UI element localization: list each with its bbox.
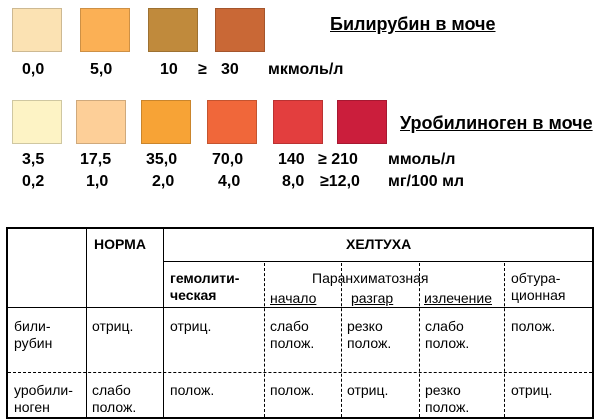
bilirubin-value-3: 30 [221, 61, 239, 78]
urobilinogen-swatch-5 [337, 100, 387, 144]
urobilinogen-title: Уробилиноген в моче [400, 113, 593, 133]
bilirubin-ge-sign: ≥ [198, 61, 207, 78]
urobilinogen-mg-5: ≥12,0 [320, 173, 360, 190]
row-urobilinogen-peak: отриц. [347, 382, 389, 398]
header-phase-recovery: излечение [424, 290, 492, 306]
urobilinogen-mmol-4: 140 [278, 151, 305, 168]
urobilinogen-swatch-1 [76, 100, 126, 144]
urobilinogen-mmol-unit: ммоль/л [388, 151, 456, 168]
bilirubin-value-0: 0,0 [22, 61, 45, 78]
header-hemolytic-2: ческая [170, 287, 217, 303]
row-bilirubin-name-1: били- [14, 318, 51, 334]
bilirubin-swatch-0 [12, 8, 62, 52]
header-phase-peak: разгар [351, 290, 394, 306]
urobilinogen-mmol-5: ≥ 210 [318, 151, 358, 168]
urobilinogen-mg-4: 8,0 [282, 173, 305, 190]
row-bilirubin-recovery-2: полож. [425, 335, 470, 351]
urobilinogen-mg-unit: мг/100 мл [388, 173, 465, 190]
bilirubin-swatch-3 [215, 8, 265, 52]
row-urobilinogen-name-1: уробили- [14, 382, 73, 398]
table-vline-5 [419, 263, 420, 417]
urobilinogen-swatch-4 [273, 100, 323, 144]
table-vline-1 [86, 229, 87, 417]
row-bilirubin-name-2: рубин [14, 335, 53, 351]
header-obstructive-1: обтура- [511, 270, 561, 286]
urobilinogen-mmol-2: 35,0 [146, 151, 178, 168]
row-bilirubin-start-2: полож. [270, 335, 315, 351]
row-urobilinogen-norm-2: полож. [92, 399, 137, 415]
row-urobilinogen-recovery-2: полож. [425, 399, 470, 415]
row-bilirubin-peak-2: полож. [347, 335, 392, 351]
bilirubin-unit: мкмоль/л [268, 61, 344, 78]
bilirubin-value-2: 10 [160, 61, 178, 78]
urobilinogen-mmol-3: 70,0 [212, 151, 244, 168]
header-obstructive-2: ционная [511, 287, 566, 303]
row-urobilinogen-hemolytic: полож. [170, 382, 215, 398]
table-vline-3 [264, 263, 265, 417]
urobilinogen-swatch-3 [207, 100, 257, 144]
bilirubin-value-1: 5,0 [90, 61, 113, 78]
row-bilirubin-recovery-1: слабо [425, 318, 464, 334]
table-vline-6 [504, 263, 505, 417]
table-vline-2 [163, 229, 164, 417]
row-bilirubin-hemolytic: отриц. [170, 318, 212, 334]
row-urobilinogen-start: полож. [270, 382, 315, 398]
row-urobilinogen-norm-1: слабо [92, 382, 131, 398]
urobilinogen-mmol-1: 17,5 [80, 151, 112, 168]
header-hemolytic-1: гемолити- [170, 270, 240, 286]
header-parenchymal: Паранхиматозная [312, 270, 429, 286]
bilirubin-swatch-1 [80, 8, 130, 52]
table-hline-body [8, 307, 592, 308]
row-bilirubin-peak-1: резко [347, 318, 383, 334]
urobilinogen-swatch-2 [141, 100, 191, 144]
bilirubin-title: Билирубин в моче [330, 14, 496, 34]
header-norm: НОРМА [94, 236, 146, 252]
header-phase-start: начало [270, 290, 317, 306]
row-urobilinogen-name-2: ноген [14, 399, 50, 415]
urobilinogen-swatch-0 [12, 100, 62, 144]
urobilinogen-mg-0: 0,2 [22, 173, 45, 190]
table-hline-rows [8, 372, 592, 373]
urobilinogen-mg-2: 2,0 [152, 173, 175, 190]
row-urobilinogen-recovery-1: резко [425, 382, 461, 398]
row-bilirubin-start-1: слабо [270, 318, 309, 334]
urobilinogen-mg-3: 4,0 [218, 173, 241, 190]
row-bilirubin-obstructive: полож. [511, 318, 556, 334]
table-hline-head [163, 261, 592, 262]
header-jaundice: ХЕЛТУХА [346, 236, 412, 252]
bilirubin-swatch-2 [148, 8, 198, 52]
urobilinogen-mmol-0: 3,5 [22, 151, 45, 168]
jaundice-table: НОРМА ХЕЛТУХА гемолити- ческая Паранхима… [6, 227, 594, 419]
row-bilirubin-norm: отриц. [92, 318, 134, 334]
table-vline-4 [341, 263, 342, 417]
urobilinogen-mg-1: 1,0 [86, 173, 109, 190]
row-urobilinogen-obstructive: отриц. [511, 382, 553, 398]
